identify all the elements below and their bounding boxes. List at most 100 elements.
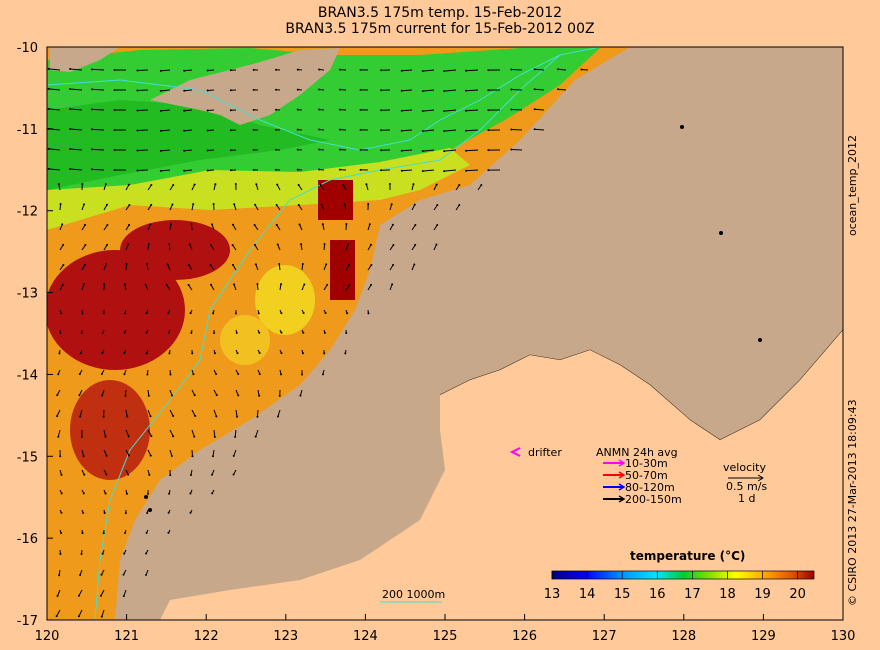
current-vector-head: [278, 263, 281, 266]
current-vector-head: [79, 573, 82, 576]
colorbar-tick-label: 16: [649, 587, 666, 602]
current-vector-head: [215, 394, 218, 397]
current-vector: [422, 89, 435, 92]
current-vector-head: [82, 455, 85, 458]
current-vector-head: [280, 352, 283, 355]
current-vector-head: [183, 129, 186, 132]
current-vector-head: [145, 263, 148, 266]
current-vector-head: [167, 312, 170, 315]
current-vector-head: [47, 107, 50, 110]
current-vector-head: [59, 552, 62, 555]
isobath-1000m: [94, 54, 561, 620]
current-vector-head: [149, 223, 152, 226]
current-vector-head: [232, 473, 235, 476]
current-vector-head: [392, 263, 395, 266]
current-vector-head: [443, 90, 446, 93]
current-vector-head: [81, 312, 84, 315]
current-vector-head: [113, 169, 116, 172]
current-vector-head: [252, 88, 255, 91]
current-vector: [233, 449, 237, 457]
current-vector-head: [172, 414, 175, 417]
current-vector: [389, 264, 394, 271]
current-vector: [191, 409, 196, 417]
current-vector: [56, 609, 61, 617]
current-vector: [160, 129, 171, 132]
current-vector-head: [254, 263, 257, 266]
current-vector-head: [56, 594, 59, 597]
current-vector: [160, 89, 171, 92]
current-vector-head: [229, 149, 232, 152]
current-vector: [137, 109, 149, 112]
current-vector-head: [370, 264, 373, 267]
current-vectors: [47, 67, 589, 618]
x-tick-label: 124: [353, 629, 378, 644]
drifter-marker: [509, 447, 521, 457]
current-vector-head: [122, 573, 125, 576]
current-vector-head: [252, 168, 255, 171]
current-vector-head: [211, 455, 214, 458]
x-tick-label: 130: [831, 629, 856, 644]
current-vector: [59, 244, 64, 251]
current-vector-head: [321, 223, 324, 226]
current-vector-head: [183, 149, 186, 152]
current-vector: [401, 169, 413, 172]
current-vector-head: [127, 473, 130, 476]
current-vector-head: [443, 130, 446, 133]
current-vector-head: [338, 128, 341, 131]
current-vector-head: [59, 331, 62, 334]
current-vector-head: [150, 435, 153, 438]
current-vector-head: [62, 243, 65, 246]
current-vector-head: [229, 109, 232, 112]
current-vector-head: [103, 512, 106, 515]
current-vector-head: [206, 129, 209, 132]
current-vector-head: [300, 243, 303, 246]
current-vector-head: [100, 573, 103, 576]
current-vector-head: [57, 183, 60, 186]
current-vector-head: [147, 394, 150, 397]
current-vector-head: [214, 183, 217, 186]
current-vector-head: [215, 415, 218, 418]
current-vector: [160, 149, 171, 152]
current-vector-head: [167, 531, 170, 534]
drifter-label: drifter: [528, 446, 562, 459]
current-vector-head: [323, 243, 326, 246]
current-vector-head: [237, 372, 240, 375]
current-vector-head: [325, 263, 328, 266]
current-vector-head: [150, 203, 153, 206]
current-vector: [184, 89, 193, 92]
current-vector: [56, 409, 61, 417]
current-vector: [160, 169, 171, 172]
current-vector-head: [320, 203, 323, 206]
colorbar-title: temperature (°C): [630, 549, 745, 563]
current-vector-head: [421, 130, 424, 133]
current-vector: [166, 284, 171, 291]
current-vector: [389, 244, 394, 251]
current-vector: [70, 68, 83, 71]
current-vector: [534, 128, 545, 131]
current-vector-head: [172, 183, 175, 186]
current-vector-head: [229, 169, 232, 172]
current-vector-head: [367, 312, 370, 315]
ocean-hot-patch-1: [318, 180, 353, 220]
current-vector: [422, 169, 435, 172]
current-vector: [160, 109, 171, 112]
current-vector-head: [106, 224, 109, 227]
current-vector-head: [326, 283, 329, 286]
current-vector: [466, 89, 479, 92]
current-vector-head: [69, 107, 72, 110]
current-vector: [169, 409, 174, 417]
current-vector-head: [348, 284, 351, 287]
current-vector-head: [338, 108, 341, 111]
current-vector-head: [113, 129, 116, 132]
current-vector-head: [168, 243, 171, 246]
current-vector-head: [443, 70, 446, 73]
current-vector-head: [345, 331, 348, 334]
x-tick-label: 126: [512, 629, 537, 644]
current-vector: [213, 409, 217, 417]
ocean-cool-core: [47, 100, 330, 190]
current-vector-head: [234, 435, 237, 438]
current-vector-head: [81, 532, 84, 535]
current-vector-head: [194, 415, 197, 418]
current-vector-head: [369, 243, 372, 246]
current-vector-head: [342, 183, 345, 186]
